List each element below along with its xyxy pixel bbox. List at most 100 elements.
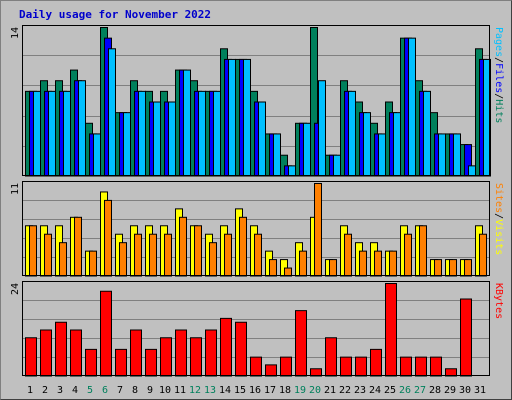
bar-kbytes-day-5 [85, 348, 97, 377]
day-label-23: 23 [354, 385, 366, 396]
bar-kbytes-day-10 [160, 337, 172, 377]
bar-kbytes-day-11 [175, 329, 187, 377]
panel-top-border [22, 25, 490, 176]
bar-kbytes-day-17 [265, 364, 277, 377]
bar-kbytes-day-28 [430, 356, 442, 377]
bar-kbytes-day-23 [355, 356, 367, 377]
day-label-24: 24 [369, 385, 381, 396]
bar-kbytes-day-19 [295, 310, 307, 377]
bar-kbytes-day-25 [385, 283, 397, 377]
bar-kbytes-day-3 [55, 321, 67, 377]
bar-kbytes-day-12 [190, 337, 202, 377]
bar-sites-day-9 [149, 233, 157, 277]
day-label-8: 8 [132, 385, 138, 396]
bar-sites-day-31 [479, 233, 487, 277]
legend-part-kbytes: KBytes [493, 283, 504, 319]
bar-sites-day-6 [104, 199, 112, 277]
bar-kbytes-day-22 [340, 356, 352, 377]
bar-pages-day-14 [228, 58, 236, 177]
legend-part-pages: Pages [493, 27, 504, 57]
bar-kbytes-day-14 [220, 317, 232, 377]
day-label-29: 29 [444, 385, 456, 396]
bar-kbytes-day-30 [460, 298, 472, 377]
bar-kbytes-day-4 [70, 329, 82, 377]
bar-sites-day-27 [419, 225, 427, 277]
bar-sites-day-14 [224, 233, 232, 277]
bar-pages-day-6 [108, 48, 116, 177]
day-label-10: 10 [159, 385, 171, 396]
bar-pages-day-25 [393, 112, 401, 177]
bar-pages-day-16 [258, 101, 266, 177]
bar-pages-day-2 [48, 90, 56, 177]
bar-pages-day-24 [378, 133, 386, 177]
day-label-2: 2 [42, 385, 48, 396]
day-label-9: 9 [147, 385, 153, 396]
day-label-27: 27 [414, 385, 426, 396]
bar-sites-day-13 [209, 242, 217, 277]
panel-bottom-border [22, 281, 490, 376]
day-label-1: 1 [27, 385, 33, 396]
day-label-5: 5 [87, 385, 93, 396]
bar-kbytes-day-2 [40, 329, 52, 377]
bar-pages-day-12 [198, 90, 206, 177]
bar-sites-day-11 [179, 216, 187, 277]
bar-sites-day-7 [119, 242, 127, 277]
panel-bottom-legend: KBytes [493, 283, 504, 319]
bar-sites-day-21 [329, 259, 337, 277]
bar-sites-day-16 [254, 233, 262, 277]
day-label-22: 22 [339, 385, 351, 396]
bar-kbytes-day-24 [370, 348, 382, 377]
bar-kbytes-day-26 [400, 356, 412, 377]
bar-sites-day-25 [389, 250, 397, 277]
bar-kbytes-day-1 [25, 337, 37, 377]
legend-part-visits: Visits [493, 219, 504, 255]
chart-title: Daily usage for November 2022 [19, 8, 212, 21]
bar-pages-day-19 [303, 122, 311, 177]
day-label-15: 15 [234, 385, 246, 396]
day-label-4: 4 [72, 385, 78, 396]
bar-kbytes-day-27 [415, 356, 427, 377]
bar-pages-day-29 [453, 133, 461, 177]
day-label-11: 11 [174, 385, 186, 396]
bar-kbytes-day-7 [115, 348, 127, 377]
day-label-14: 14 [219, 385, 231, 396]
day-label-31: 31 [474, 385, 486, 396]
legend-part-slash: / [493, 213, 504, 219]
bar-sites-day-28 [434, 259, 442, 277]
bar-pages-day-20 [318, 80, 326, 177]
day-label-26: 26 [399, 385, 411, 396]
bar-kbytes-day-6 [100, 290, 112, 377]
day-label-17: 17 [264, 385, 276, 396]
panel-bottom-ymax-label: 24 [10, 283, 21, 295]
panel-middle-ymax-label: 11 [10, 183, 21, 195]
day-label-3: 3 [57, 385, 63, 396]
day-label-28: 28 [429, 385, 441, 396]
panel-middle-legend: Sites/Visits [493, 183, 504, 255]
day-label-16: 16 [249, 385, 261, 396]
day-label-25: 25 [384, 385, 396, 396]
bar-sites-day-24 [374, 250, 382, 277]
bar-sites-day-1 [29, 225, 37, 277]
bar-pages-day-27 [423, 90, 431, 177]
bar-kbytes-day-29 [445, 368, 457, 377]
day-label-6: 6 [102, 385, 108, 396]
bar-sites-day-3 [59, 242, 67, 277]
bar-kbytes-day-15 [235, 321, 247, 377]
bar-pages-day-10 [168, 101, 176, 177]
bar-sites-day-5 [89, 250, 97, 277]
panel-middle-border [22, 181, 490, 276]
bar-kbytes-day-16 [250, 356, 262, 377]
bar-pages-day-26 [408, 37, 416, 177]
bar-pages-day-28 [438, 133, 446, 177]
day-label-7: 7 [117, 385, 123, 396]
legend-part-slash: / [493, 93, 504, 99]
legend-part-hits: Hits [493, 99, 504, 123]
bar-pages-day-23 [363, 112, 371, 177]
legend-part-sites: Sites [493, 183, 504, 213]
bar-sites-day-4 [74, 216, 82, 277]
bar-sites-day-23 [359, 250, 367, 277]
bar-kbytes-day-13 [205, 329, 217, 377]
bar-sites-day-19 [299, 250, 307, 277]
bar-kbytes-day-20 [310, 368, 322, 377]
